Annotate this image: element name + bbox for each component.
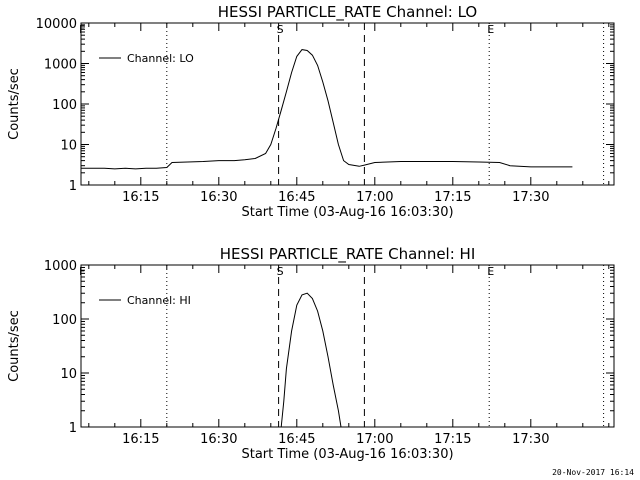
x-axis-label: Start Time (03-Aug-16 16:03:30) bbox=[241, 205, 453, 220]
x-tick-label: 16:30 bbox=[200, 190, 237, 205]
y-tick-label: 1000 bbox=[44, 58, 77, 73]
marker-label: S bbox=[277, 265, 284, 278]
x-tick-label: 16:45 bbox=[278, 190, 315, 205]
y-tick-label: 1000 bbox=[44, 259, 77, 274]
y-tick-label: 1 bbox=[69, 179, 77, 194]
x-axis-label: Start Time (03-Aug-16 16:03:30) bbox=[241, 447, 453, 462]
chart-title: HESSI PARTICLE_RATE Channel: LO bbox=[218, 3, 477, 22]
chart-title: HESSI PARTICLE_RATE Channel: HI bbox=[220, 245, 476, 264]
y-tick-label: 1 bbox=[69, 421, 77, 436]
x-tick-label: 17:30 bbox=[512, 432, 549, 447]
x-tick-label: 16:30 bbox=[200, 432, 237, 447]
y-tick-label: 10 bbox=[60, 367, 77, 382]
marker-label: E bbox=[487, 23, 494, 36]
y-tick-label: 10 bbox=[60, 139, 77, 154]
y-axis-label: Counts/sec bbox=[7, 68, 22, 140]
series-line bbox=[81, 49, 573, 170]
marker-label: S bbox=[277, 23, 284, 36]
x-tick-label: 16:15 bbox=[122, 432, 159, 447]
x-tick-label: 17:15 bbox=[434, 190, 471, 205]
lo-channel-panel: HESSI PARTICLE_RATE Channel: LO 1 10 100 100… bbox=[7, 3, 615, 220]
y-tick-label: 100 bbox=[52, 98, 77, 113]
legend-label: Channel: LO bbox=[127, 52, 194, 65]
marker-label: F bbox=[79, 23, 85, 36]
hi-channel-panel: HESSI PARTICLE_RATE Channel: HI 1 10 100 100… bbox=[7, 245, 615, 462]
plot-frame bbox=[80, 264, 615, 428]
y-tick-label: 10000 bbox=[36, 17, 77, 32]
marker-label: E bbox=[487, 265, 494, 278]
footer-date: 20-Nov-2017 16:14 bbox=[552, 468, 634, 477]
x-tick-label: 17:00 bbox=[356, 190, 393, 205]
x-tick-label: 17:15 bbox=[434, 432, 471, 447]
y-tick-label: 100 bbox=[52, 313, 77, 328]
legend-label: Channel: HI bbox=[127, 294, 191, 307]
plot-frame bbox=[80, 22, 615, 186]
y-axis-label: Counts/sec bbox=[7, 310, 22, 382]
x-tick-label: 17:30 bbox=[512, 190, 549, 205]
x-tick-label: 16:45 bbox=[278, 432, 315, 447]
series-line bbox=[280, 292, 342, 428]
marker-label: F bbox=[79, 265, 85, 278]
x-tick-label: 16:15 bbox=[122, 190, 159, 205]
x-tick-label: 17:00 bbox=[356, 432, 393, 447]
